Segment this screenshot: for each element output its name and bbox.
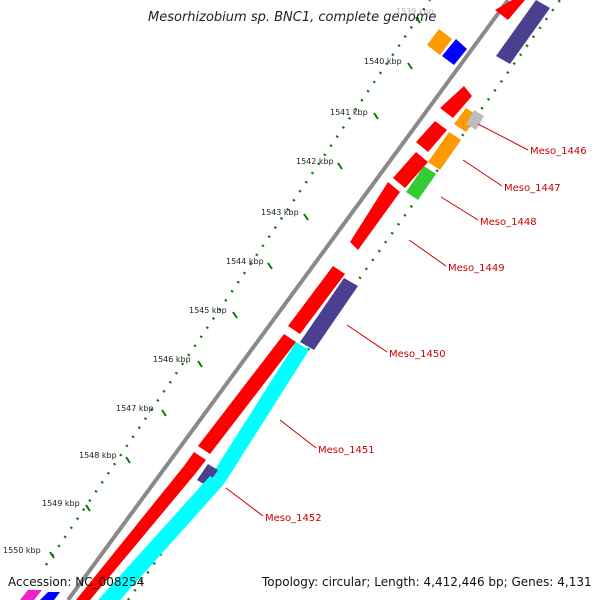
ruler-label: 1546 kbp xyxy=(153,355,191,364)
page-title: Mesorhizobium sp. BNC1, complete genome xyxy=(148,10,437,25)
gene-label[interactable]: Meso_1451 xyxy=(318,445,375,456)
ruler-tick xyxy=(161,409,167,417)
ruler-label: 1539 kbp xyxy=(396,7,434,16)
cyan-feature[interactable] xyxy=(98,476,224,600)
blue-feature[interactable] xyxy=(442,39,467,65)
cds-feature[interactable] xyxy=(440,86,472,118)
gray-feature[interactable] xyxy=(466,110,484,130)
cds-feature[interactable] xyxy=(416,121,447,152)
ruler-label: 1544 kbp xyxy=(226,257,264,266)
gene-leader-line xyxy=(225,487,264,517)
gene-leader-line xyxy=(477,123,529,151)
cds-feature[interactable] xyxy=(393,152,428,188)
gene-leader-line xyxy=(408,239,447,267)
ruler-label: 1547 kbp xyxy=(116,404,154,413)
ruler: 1539 kbp 1540 kbp 1541 kbp 1542 kbp 1543 kbp… xyxy=(3,7,434,559)
purple-feature[interactable] xyxy=(300,278,358,350)
ruler-tick xyxy=(49,551,55,559)
cyan-feature[interactable] xyxy=(211,342,309,484)
ruler-label: 1543 kbp xyxy=(261,208,299,217)
ruler-label: 1545 kbp xyxy=(189,306,227,315)
ruler-tick xyxy=(415,16,421,24)
gene-label[interactable]: Meso_1452 xyxy=(265,513,322,524)
ruler-tick xyxy=(232,311,238,319)
gene-label[interactable]: Meso_1448 xyxy=(480,217,537,228)
accession-text: Accession: NC_008254 xyxy=(8,575,145,589)
ruler-label: 1548 kbp xyxy=(79,451,117,460)
purple-feature[interactable] xyxy=(496,0,550,64)
ruler-label: 1542 kbp xyxy=(296,157,334,166)
ruler-tick xyxy=(85,504,91,512)
gene-leader-line xyxy=(462,159,503,187)
cds-feature[interactable] xyxy=(495,0,525,20)
cds-feature[interactable] xyxy=(288,266,345,334)
genome-backbone xyxy=(66,0,510,600)
ruler-tick xyxy=(125,456,131,464)
cds-feature[interactable] xyxy=(350,182,400,250)
green-feature[interactable] xyxy=(406,166,436,200)
genome-summary-text: Topology: circular; Length: 4,412,446 bp… xyxy=(262,575,592,589)
cds-feature[interactable] xyxy=(198,334,296,454)
gene-label[interactable]: Meso_1447 xyxy=(504,183,561,194)
gc-track-left xyxy=(44,0,432,566)
magenta-feature[interactable] xyxy=(20,590,42,600)
ruler-tick xyxy=(197,360,203,368)
gc-track-right xyxy=(126,0,562,600)
gene-leader-line xyxy=(440,196,479,221)
purple-feature[interactable] xyxy=(197,464,218,486)
gene-labels: Meso_1446 Meso_1447 Meso_1448 Meso_1449 Meso… xyxy=(225,123,587,524)
gene-label[interactable]: Meso_1449 xyxy=(448,263,505,274)
ruler-tick xyxy=(337,162,343,170)
ruler-label: 1541 kbp xyxy=(330,108,368,117)
orange-feature[interactable] xyxy=(428,132,461,170)
reverse-strand xyxy=(20,0,550,600)
gene-leader-line xyxy=(346,324,388,353)
cds-feature[interactable] xyxy=(184,452,206,474)
ruler-label: 1550 kbp xyxy=(3,546,41,555)
forward-strand xyxy=(76,0,525,600)
ruler-label: 1540 kbp xyxy=(364,57,402,66)
ruler-tick xyxy=(267,262,273,270)
gene-label[interactable]: Meso_1450 xyxy=(389,349,446,360)
gene-label[interactable]: Meso_1446 xyxy=(530,146,587,157)
gene-leader-line xyxy=(279,419,317,449)
ruler-tick xyxy=(373,112,379,120)
orange-feature[interactable] xyxy=(427,29,452,55)
ruler-tick xyxy=(303,213,309,221)
cds-feature[interactable] xyxy=(76,466,195,600)
ruler-tick xyxy=(407,62,413,70)
blue-feature[interactable] xyxy=(40,592,60,600)
ruler-label: 1549 kbp xyxy=(42,499,80,508)
